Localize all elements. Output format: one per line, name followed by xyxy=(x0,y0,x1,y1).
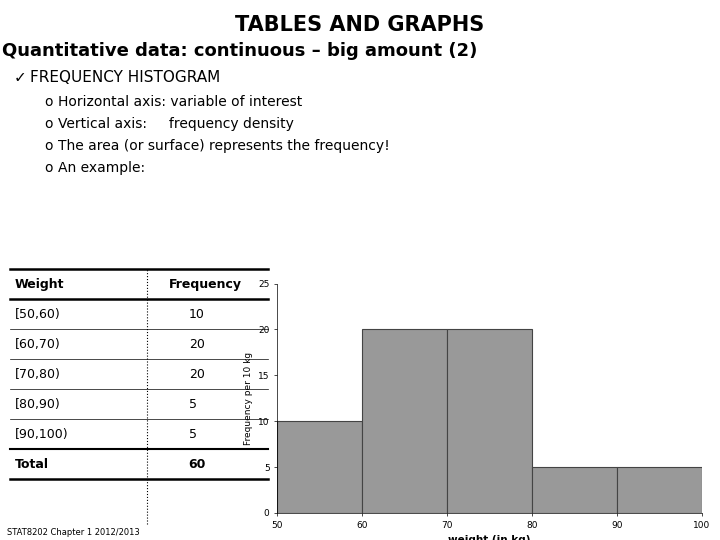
Text: [50,60): [50,60) xyxy=(15,308,60,321)
Text: 20: 20 xyxy=(189,368,204,381)
Text: Horizontal axis: variable of interest: Horizontal axis: variable of interest xyxy=(58,95,302,109)
X-axis label: weight (in kg): weight (in kg) xyxy=(449,535,531,540)
Text: o: o xyxy=(44,139,53,153)
Bar xyxy=(617,467,702,513)
Text: o: o xyxy=(44,95,53,109)
Text: 5: 5 xyxy=(189,428,197,441)
Text: An example:: An example: xyxy=(58,161,145,175)
Text: The area (or surface) represents the frequency!: The area (or surface) represents the fre… xyxy=(58,139,390,153)
Bar xyxy=(277,421,362,513)
Bar xyxy=(532,467,617,513)
Text: [60,70): [60,70) xyxy=(15,338,60,350)
Text: Frequency: Frequency xyxy=(168,278,242,291)
Text: TABLES AND GRAPHS: TABLES AND GRAPHS xyxy=(235,15,485,35)
Text: o: o xyxy=(44,117,53,131)
Text: 5: 5 xyxy=(189,397,197,411)
Text: [90,100): [90,100) xyxy=(15,428,68,441)
Text: STAT8202 Chapter 1 2012/2013: STAT8202 Chapter 1 2012/2013 xyxy=(7,528,140,537)
Text: Total: Total xyxy=(15,458,49,471)
Text: [80,90): [80,90) xyxy=(15,397,60,411)
Text: FREQUENCY HISTOGRAM: FREQUENCY HISTOGRAM xyxy=(30,70,220,85)
Text: Vertical axis:     frequency density: Vertical axis: frequency density xyxy=(58,117,294,131)
Bar xyxy=(362,329,447,513)
Text: o: o xyxy=(44,161,53,175)
Bar xyxy=(447,329,532,513)
Text: [70,80): [70,80) xyxy=(15,368,60,381)
Text: Weight: Weight xyxy=(15,278,64,291)
Text: ✓: ✓ xyxy=(14,70,27,85)
Text: Quantitative data: continuous – big amount (2): Quantitative data: continuous – big amou… xyxy=(2,42,477,60)
Text: 10: 10 xyxy=(189,308,204,321)
Y-axis label: Frequency per 10 kg: Frequency per 10 kg xyxy=(243,352,253,445)
Text: 20: 20 xyxy=(189,338,204,350)
Text: 60: 60 xyxy=(189,458,206,471)
